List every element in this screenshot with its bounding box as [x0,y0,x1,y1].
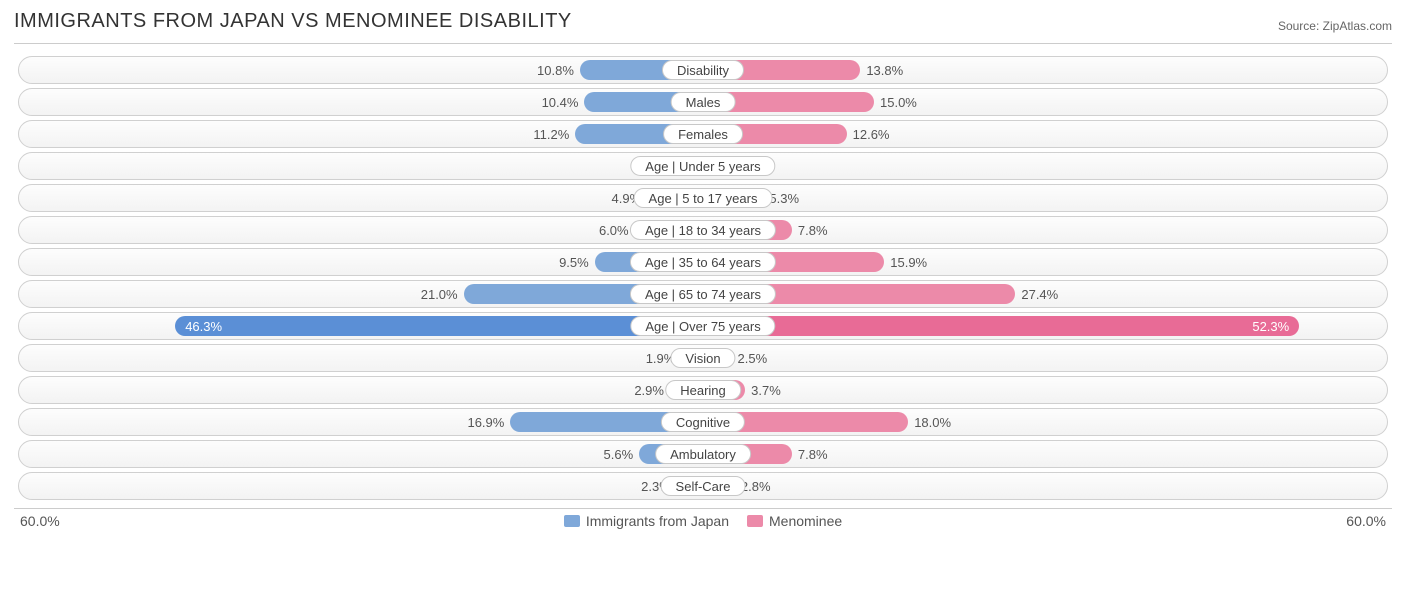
category-pill: Males [671,92,736,112]
value-label-right: 2.5% [732,345,768,371]
category-pill: Age | 18 to 34 years [630,220,776,240]
legend-swatch-right [747,515,763,527]
value-label-left: 11.2% [533,121,575,147]
value-label-left: 5.6% [604,441,640,467]
diverging-bar-chart: 10.8% 13.8% Disability 10.4% 15.0% Males 11.2%… [14,43,1392,509]
value-label-right: 52.3% [703,313,1299,339]
category-pill: Age | Under 5 years [630,156,775,176]
category-pill: Age | Over 75 years [630,316,775,336]
value-label-right: 7.8% [792,217,828,243]
category-pill: Cognitive [661,412,745,432]
page-title: IMMIGRANTS FROM JAPAN VS MENOMINEE DISAB… [14,10,572,33]
bar-row: 4.9%5.3%Age | 5 to 17 years [18,184,1388,212]
value-label-left: 9.5% [559,249,595,275]
category-pill: Age | 35 to 64 years [630,252,776,272]
bar-row: 5.6% 7.8% Ambulatory [18,440,1388,468]
bar-row: 6.0%7.8%Age | 18 to 34 years [18,216,1388,244]
bar-row: 1.9%2.5%Vision [18,344,1388,372]
bar-row: 10.4% 15.0% Males [18,88,1388,116]
source-label: Source: ZipAtlas.com [1278,19,1392,33]
bar-row: 2.3%2.8%Self-Care [18,472,1388,500]
legend-swatch-left [564,515,580,527]
bar-row: 16.9% 18.0% Cognitive [18,408,1388,436]
category-pill: Vision [670,348,735,368]
category-pill: Age | 65 to 74 years [630,284,776,304]
legend-item-left: Immigrants from Japan [564,513,729,529]
category-pill: Ambulatory [655,444,751,464]
value-label-left: 46.3% [175,313,703,339]
value-label-right: 15.0% [874,89,917,115]
axis-max-left: 60.0% [20,513,60,529]
legend-label-right: Menominee [769,513,842,529]
value-label-right: 13.8% [860,57,903,83]
legend: Immigrants from Japan Menominee [564,513,842,529]
value-label-left: 21.0% [421,281,464,307]
axis-max-right: 60.0% [1346,513,1386,529]
value-label-right: 15.9% [884,249,927,275]
legend-item-right: Menominee [747,513,842,529]
category-pill: Disability [662,60,744,80]
bar-row: 46.3%52.3%Age | Over 75 years [18,312,1388,340]
value-label-right: 3.7% [745,377,781,403]
value-label-right: 12.6% [847,121,890,147]
value-label-left: 16.9% [467,409,510,435]
category-pill: Age | 5 to 17 years [634,188,773,208]
bar-row: 10.8% 13.8% Disability [18,56,1388,84]
bar-row: 21.0% 27.4% Age | 65 to 74 years [18,280,1388,308]
value-label-left: 10.8% [537,57,580,83]
value-label-right: 7.8% [792,441,828,467]
category-pill: Self-Care [661,476,746,496]
value-label-right: 18.0% [908,409,951,435]
bar-row: 1.1%2.3%Age | Under 5 years [18,152,1388,180]
bar-row: 11.2% 12.6% Females [18,120,1388,148]
value-label-left: 10.4% [542,89,585,115]
legend-label-left: Immigrants from Japan [586,513,729,529]
bar-row: 9.5% 15.9% Age | 35 to 64 years [18,248,1388,276]
bar-row: 2.9%3.7%Hearing [18,376,1388,404]
value-label-right: 27.4% [1015,281,1058,307]
category-pill: Females [663,124,743,144]
category-pill: Hearing [665,380,741,400]
